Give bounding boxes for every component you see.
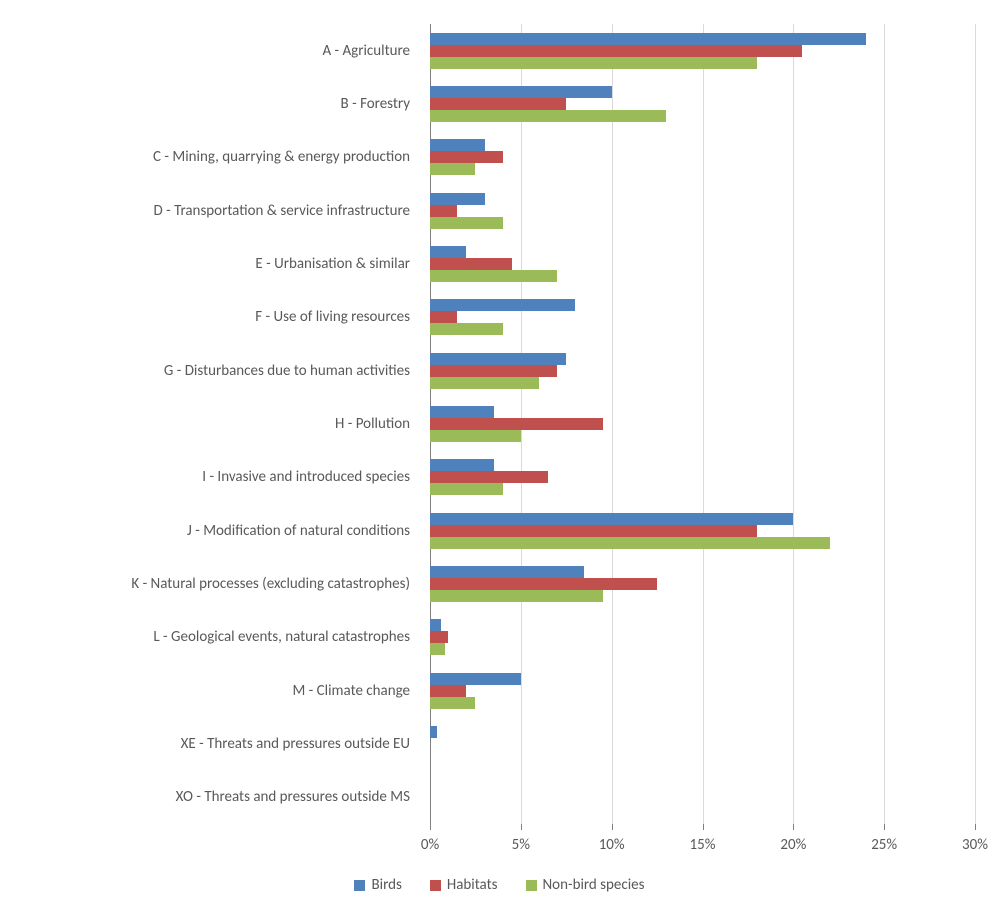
x-tick-label: 0%	[421, 836, 439, 854]
gridline	[975, 24, 976, 824]
bar	[430, 406, 494, 418]
bar	[430, 98, 566, 110]
x-tick-mark	[430, 824, 431, 830]
category-label: C - Mining, quarrying & energy productio…	[153, 149, 410, 166]
bar	[430, 163, 475, 175]
bar	[430, 619, 441, 631]
bar	[430, 643, 445, 655]
bar	[430, 377, 539, 389]
category-label: M - Climate change	[292, 682, 410, 699]
category-label: F - Use of living resources	[255, 309, 410, 326]
legend-item: Non-bird species	[526, 876, 645, 894]
bar	[430, 418, 603, 430]
bar	[430, 217, 503, 229]
bar	[430, 483, 503, 495]
bar	[430, 525, 757, 537]
bar	[430, 685, 466, 697]
category-label: L - Geological events, natural catastrop…	[153, 629, 410, 646]
category-label: E - Urbanisation & similar	[255, 256, 410, 273]
x-tick-mark	[703, 824, 704, 830]
bar	[430, 299, 575, 311]
x-tick-label: 20%	[780, 836, 806, 854]
category-label: B - Forestry	[341, 96, 410, 113]
bar	[430, 323, 503, 335]
x-tick-label: 10%	[599, 836, 625, 854]
gridline	[884, 24, 885, 824]
bar	[430, 270, 557, 282]
category-label: I - Invasive and introduced species	[202, 469, 410, 486]
x-tick-mark	[884, 824, 885, 830]
legend-item: Birds	[354, 876, 401, 894]
category-label: D - Transportation & service infrastruct…	[153, 202, 410, 219]
bar	[430, 45, 802, 57]
bar	[430, 673, 521, 685]
category-label: XE - Threats and pressures outside EU	[181, 736, 410, 753]
category-label: J - Modification of natural conditions	[187, 522, 410, 539]
bar	[430, 513, 793, 525]
bar	[430, 139, 485, 151]
bar	[430, 726, 437, 738]
bar	[430, 205, 457, 217]
bar	[430, 631, 448, 643]
bar	[430, 471, 548, 483]
category-label: H - Pollution	[335, 416, 410, 433]
gridline	[703, 24, 704, 824]
bar	[430, 566, 584, 578]
gridline	[612, 24, 613, 824]
gridline	[793, 24, 794, 824]
x-tick-mark	[521, 824, 522, 830]
bar	[430, 537, 830, 549]
bar	[430, 353, 566, 365]
x-tick-mark	[975, 824, 976, 830]
bar	[430, 246, 466, 258]
plot-area	[430, 24, 975, 824]
legend-item: Habitats	[430, 876, 498, 894]
bar	[430, 110, 666, 122]
legend: Birds Habitats Non-bird species	[0, 876, 999, 894]
x-tick-label: 15%	[690, 836, 716, 854]
bar	[430, 193, 485, 205]
bar	[430, 33, 866, 45]
bar	[430, 86, 612, 98]
legend-label: Habitats	[447, 876, 498, 894]
bar	[430, 697, 475, 709]
x-tick-mark	[793, 824, 794, 830]
x-tick-mark	[612, 824, 613, 830]
category-label: A - Agriculture	[322, 42, 410, 59]
threats-pressures-chart: A - Agriculture B - Forestry C - Mining, q…	[0, 0, 999, 916]
bar	[430, 311, 457, 323]
bar	[430, 578, 657, 590]
bar	[430, 590, 603, 602]
category-labels: A - Agriculture B - Forestry C - Mining, q…	[0, 24, 420, 824]
category-label: G - Disturbances due to human activities	[164, 362, 410, 379]
bar	[430, 430, 521, 442]
bar	[430, 57, 757, 69]
legend-swatch	[354, 880, 365, 891]
legend-swatch	[430, 880, 441, 891]
legend-label: Birds	[371, 876, 401, 894]
category-label: XO - Threats and pressures outside MS	[176, 789, 410, 806]
x-tick-label: 30%	[962, 836, 988, 854]
x-tick-label: 25%	[871, 836, 897, 854]
bar	[430, 459, 494, 471]
x-tick-label: 5%	[512, 836, 530, 854]
bar	[430, 365, 557, 377]
bar	[430, 151, 503, 163]
legend-label: Non-bird species	[543, 876, 645, 894]
legend-swatch	[526, 880, 537, 891]
bar	[430, 258, 512, 270]
category-label: K - Natural processes (excluding catastr…	[131, 576, 410, 593]
